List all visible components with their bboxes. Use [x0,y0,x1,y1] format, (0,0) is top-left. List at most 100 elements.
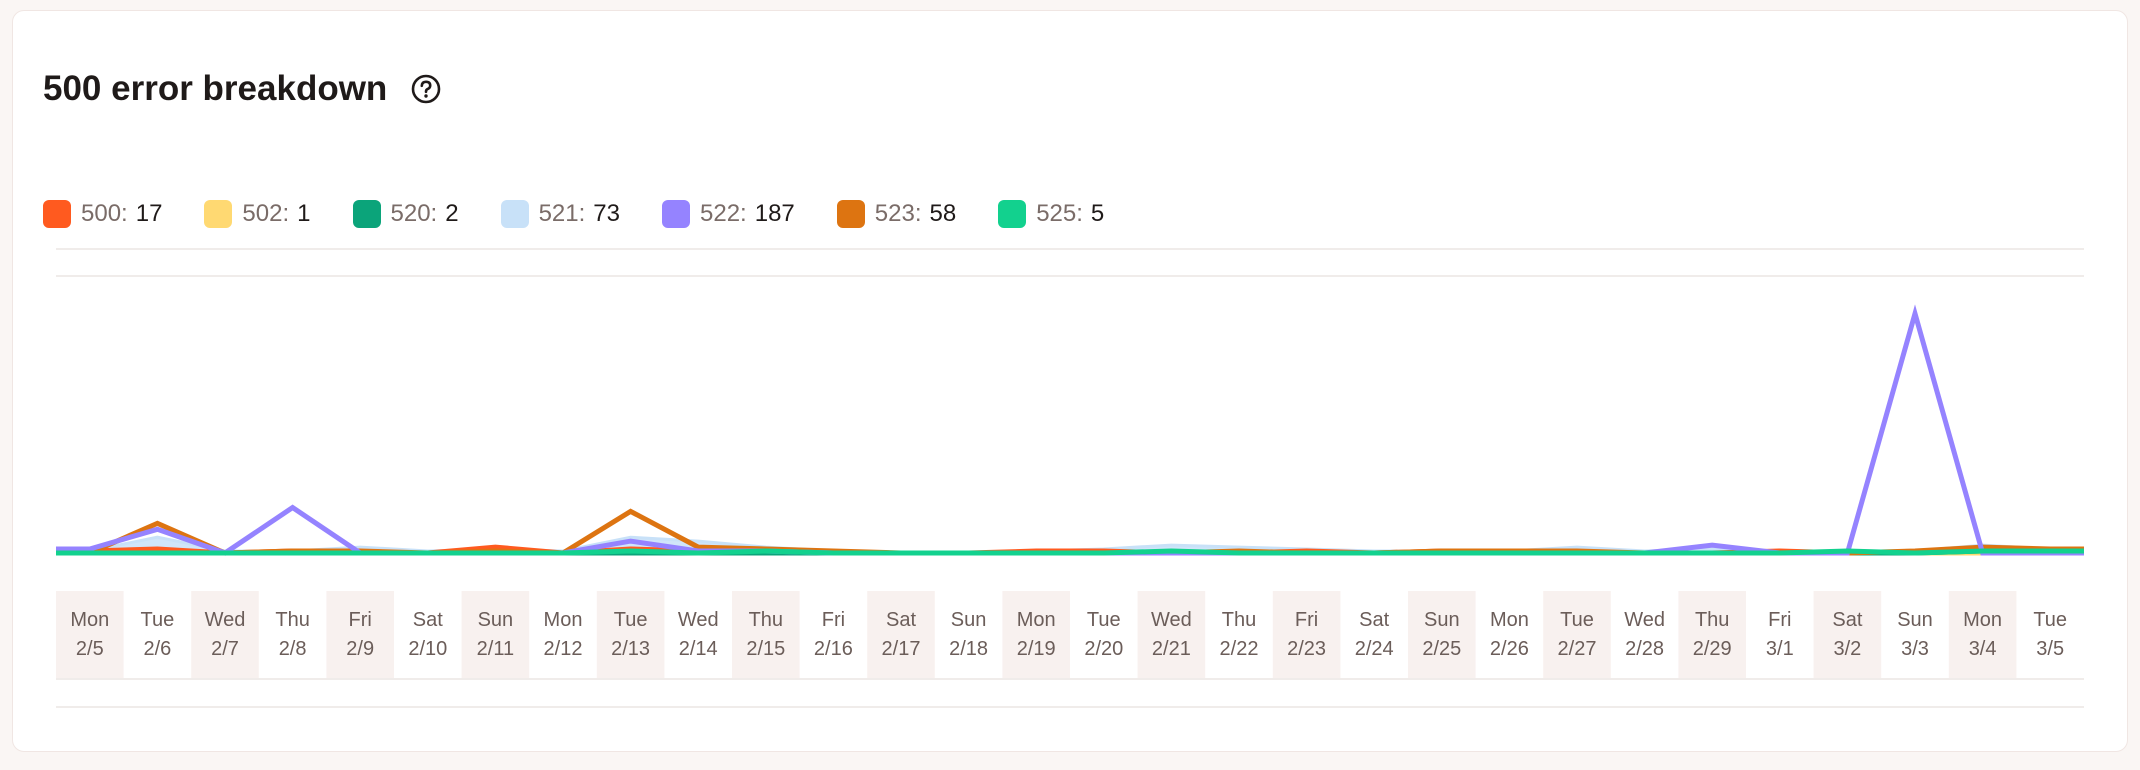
x-tick-date: 2/18 [949,638,988,660]
date-column-bg [1543,591,1611,678]
legend-value: 58 [929,200,957,227]
series-line-525 [56,548,2084,556]
legend-swatch-502 [204,200,233,228]
legend-code: 521 [538,200,579,227]
legend-swatch-523 [836,200,865,228]
x-tick-date: 2/19 [1017,638,1056,660]
series-line-522 [56,304,2084,556]
legend-swatch-521 [500,200,529,228]
legend-item-523[interactable]: 523:58 [836,200,957,228]
x-tick-day: Sun [1897,609,1933,631]
x-tick-day: Wed [1151,609,1192,631]
date-column-bg [732,591,800,678]
x-tick-date: 3/4 [1969,638,1997,660]
legend-item-521[interactable]: 521:73 [500,200,620,228]
legend-item-522[interactable]: 522:187 [662,200,795,228]
x-tick-day: Mon [544,609,583,631]
x-tick-date: 2/11 [477,638,514,660]
x-tick-date: 2/6 [143,638,171,660]
x-tick-day: Fri [822,609,845,631]
x-tick-date: 2/16 [814,638,853,660]
x-tick-date: 2/13 [611,638,650,660]
chart-legend: 500:17 502:1 520:2 521:73 522:187 523:58 525:5 [43,198,1146,230]
x-tick-day: Sat [1832,609,1862,631]
date-column-bg [1272,591,1341,678]
legend-value: 5 [1090,200,1105,227]
legend-swatch-520 [352,200,381,228]
legend-swatch-500 [43,200,71,228]
legend-item-502[interactable]: 502:1 [204,200,311,228]
legend-separator: : [121,200,128,227]
legend-item-520[interactable]: 520:2 [352,200,459,228]
x-tick-day: Tue [1087,609,1121,631]
x-tick-day: Sun [478,609,514,631]
legend-value: 17 [135,200,163,227]
x-tick-day: Fri [349,609,372,631]
legend-separator: : [914,200,922,227]
legend-separator: : [578,200,586,227]
legend-swatch-522 [662,200,690,228]
x-tick-date: 2/7 [211,638,239,660]
x-tick-date: 2/25 [1422,638,1461,660]
date-column-bg [1678,591,1746,678]
x-tick-date: 2/12 [544,638,583,660]
x-tick-date: 2/15 [746,638,785,660]
legend-swatch-525 [998,200,1027,228]
x-tick-date: 2/17 [882,638,921,660]
x-tick-date: 2/8 [279,638,307,660]
date-column-bg [1408,591,1476,678]
x-tick-day: Wed [1624,609,1665,631]
legend-code: 525 [1036,200,1077,227]
x-tick-day: Fri [1768,609,1791,631]
x-tick-day: Thu [749,609,783,631]
x-tick-day: Mon [1017,609,1056,631]
x-tick-date: 2/14 [679,638,718,660]
legend-separator: : [430,200,438,227]
x-tick-date: 2/20 [1084,638,1123,660]
date-column-bg [1948,591,2017,678]
x-tick-day: Sat [1359,609,1389,631]
date-column-bg [191,591,259,678]
x-tick-day: Wed [205,609,246,631]
x-tick-day: Sat [886,609,916,631]
x-tick-day: Mon [70,609,109,631]
x-tick-date: 2/10 [408,638,447,660]
chart-title: 500 error breakdown [43,69,388,108]
date-column-bg [1137,591,1206,678]
question-circle-icon[interactable] [411,74,441,104]
x-tick-day: Thu [275,609,309,631]
x-tick-day: Sun [1424,609,1460,631]
legend-code: 520 [390,200,431,227]
x-tick-date: 2/23 [1287,638,1326,660]
legend-code: 523 [874,200,915,227]
legend-separator: : [282,200,290,227]
x-tick-day: Sat [413,609,443,631]
x-tick-day: Fri [1295,609,1318,631]
x-tick-date: 2/22 [1220,638,1259,660]
x-tick-date: 2/27 [1558,638,1597,660]
legend-code: 502 [242,200,283,227]
legend-value: 73 [593,200,620,227]
x-tick-day: Sun [951,609,987,631]
x-tick-date: 2/5 [76,638,104,660]
legend-separator: : [1076,200,1083,227]
x-tick-date: 2/24 [1355,638,1394,660]
legend-separator: : [740,200,747,227]
date-column-bg [461,591,530,678]
x-tick-date: 2/9 [346,638,374,660]
legend-item-500[interactable]: 500:17 [43,200,162,228]
date-column-bg [867,591,935,678]
date-column-bg [326,591,394,678]
x-tick-day: Tue [614,609,648,631]
x-tick-date: 2/28 [1625,638,1664,660]
legend-value: 1 [297,200,311,227]
legend-value: 187 [754,200,795,227]
legend-item-525[interactable]: 525:5 [998,200,1104,228]
x-tick-date: 3/5 [2036,638,2064,660]
x-tick-day: Thu [1222,609,1256,631]
legend-code: 500 [81,200,122,227]
date-column-bg [56,591,124,678]
x-tick-date: 3/1 [1766,638,1794,660]
x-tick-day: Mon [1963,609,2002,631]
